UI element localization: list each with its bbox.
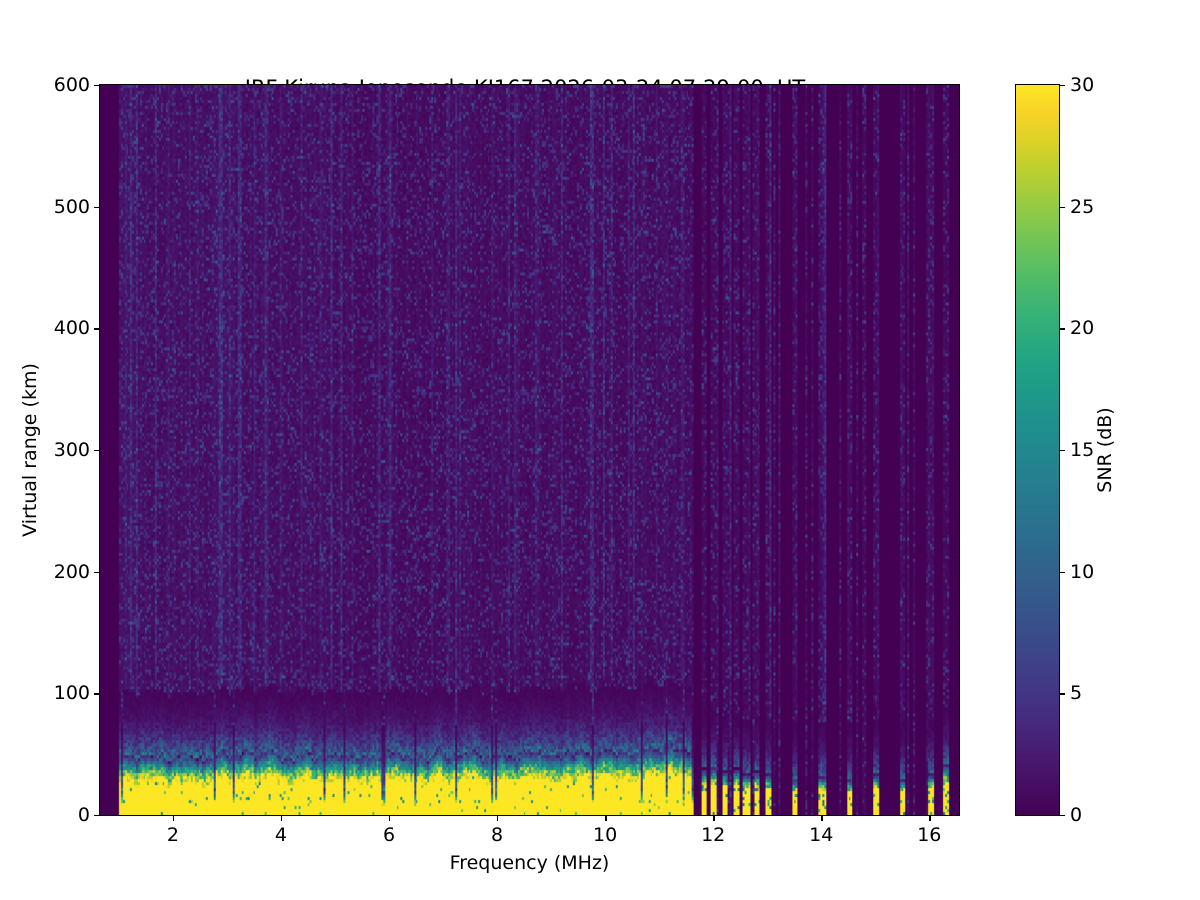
x-axis-tick-label: 14 [809, 824, 834, 846]
y-axis-tick [94, 206, 100, 209]
colorbar-tick-label: 0 [1070, 804, 1083, 826]
x-axis-tick [821, 815, 823, 821]
snr-colorbar: 0 5 10 15 20 25 30 [1015, 74, 1094, 826]
x-axis-tick-label: 10 [593, 824, 618, 846]
colorbar-tick [1059, 85, 1065, 87]
y-axis-tick [94, 85, 100, 87]
colorbar-tick [1059, 693, 1065, 695]
y-axis-tick-label: 600 [53, 74, 90, 96]
colorbar-tick-label: 5 [1070, 682, 1083, 705]
colorbar-tick [1059, 450, 1065, 452]
colorbar-tick [1059, 328, 1065, 330]
y-axis-tick-label: 300 [53, 439, 90, 461]
x-axis-tick-label: 6 [382, 824, 396, 846]
colorbar-tick-label: 25 [1070, 195, 1095, 218]
y-axis-tick-label: 400 [53, 317, 90, 340]
colorbar-tick-label: 30 [1070, 74, 1095, 96]
colorbar-label: SNR (dB) [1094, 407, 1116, 493]
colorbar-tick-label: 10 [1070, 560, 1095, 583]
colorbar-tick [1059, 815, 1065, 817]
colorbar-tick [1059, 571, 1065, 574]
x-axis-tick-label: 12 [701, 824, 726, 846]
x-axis-tick [713, 815, 715, 821]
x-axis-tick [605, 815, 607, 821]
y-axis-tick-label: 0 [77, 804, 90, 826]
ionogram-plot-area: 0 100 200 300 400 500 600 2 4 6 8 10 12 14 16 [54, 74, 960, 846]
y-axis-tick [94, 815, 100, 817]
y-axis-label: Virtual range (km) [19, 363, 41, 537]
ionogram-heatmap [100, 85, 959, 815]
y-axis-tick [94, 450, 100, 452]
x-axis-tick-label: 16 [917, 824, 942, 846]
x-axis-tick-label: 8 [491, 824, 504, 846]
x-axis-tick [172, 815, 175, 821]
y-axis-tick [94, 571, 100, 574]
x-axis-tick-label: 4 [274, 824, 288, 846]
y-axis-tick-label: 500 [53, 195, 90, 218]
colorbar-gradient [1016, 85, 1059, 815]
x-axis-label: Frequency (MHz) [449, 852, 610, 874]
colorbar-tick-label: 20 [1070, 317, 1095, 340]
y-axis-tick-label: 200 [53, 560, 90, 583]
y-axis-tick [94, 328, 100, 330]
x-axis-tick [280, 815, 283, 821]
x-axis-tick [497, 815, 499, 821]
y-axis-tick [94, 693, 100, 695]
colorbar-tick [1059, 206, 1065, 209]
x-axis-tick [389, 815, 391, 821]
x-axis-tick [929, 815, 931, 821]
x-axis-tick-label: 2 [166, 824, 179, 846]
colorbar-tick-label: 15 [1070, 439, 1095, 461]
y-axis-tick-label: 100 [53, 682, 90, 705]
